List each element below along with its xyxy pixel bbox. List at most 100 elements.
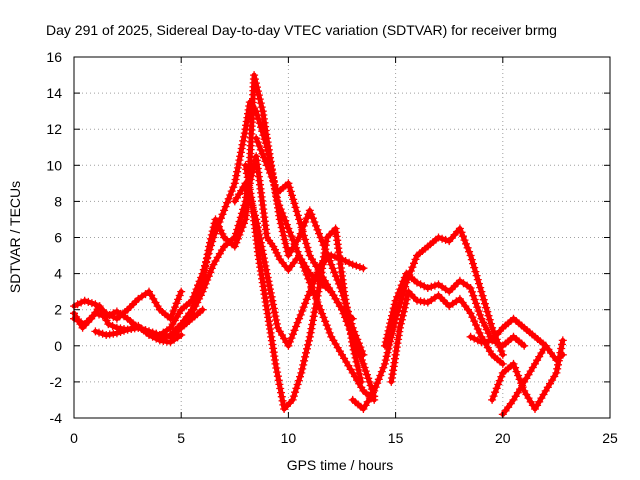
data-point-marker <box>365 377 374 386</box>
data-point-marker <box>460 236 469 245</box>
data-point-marker <box>394 288 403 297</box>
data-point-marker <box>202 254 211 263</box>
data-point-marker <box>473 303 482 312</box>
data-point-marker <box>291 388 300 397</box>
data-point-marker <box>267 292 276 301</box>
data-point-marker <box>423 284 432 292</box>
data-point-marker <box>558 336 567 345</box>
y-tick-label: -2 <box>50 374 63 390</box>
data-point-marker <box>246 189 255 198</box>
data-point-marker <box>285 228 294 237</box>
data-point-marker <box>486 319 495 328</box>
data-point-marker <box>471 267 480 276</box>
data-point-marker <box>148 328 157 337</box>
data-point-marker <box>84 297 93 306</box>
data-point-marker <box>259 153 268 162</box>
data-point-marker <box>295 314 304 323</box>
data-point-marker <box>174 295 183 304</box>
data-point-marker <box>477 287 486 296</box>
data-point-marker <box>290 326 299 335</box>
data-point-marker <box>216 226 225 235</box>
data-point-marker <box>349 345 358 354</box>
data-point-marker <box>177 287 186 296</box>
data-point-marker <box>495 376 504 385</box>
data-point-marker <box>175 291 184 300</box>
data-point-marker <box>472 321 480 329</box>
data-point-marker <box>87 299 96 308</box>
data-point-marker <box>387 315 396 324</box>
data-point-marker <box>247 193 256 202</box>
data-point-marker <box>218 210 227 219</box>
data-point-marker <box>296 219 305 228</box>
data-point-marker <box>307 210 316 219</box>
data-point-marker <box>141 326 150 335</box>
data-point-marker <box>266 169 274 177</box>
data-point-marker <box>297 368 306 377</box>
data-point-marker <box>420 282 429 291</box>
data-point-marker <box>398 311 407 320</box>
data-point-marker <box>395 323 404 332</box>
data-point-marker <box>470 334 479 343</box>
x-tick-label: 10 <box>281 430 297 446</box>
data-point-marker <box>353 335 362 344</box>
data-point-marker <box>253 83 261 92</box>
data-point-marker <box>393 292 402 301</box>
data-point-marker <box>233 225 242 234</box>
data-point-marker <box>330 268 339 277</box>
data-point-marker <box>377 367 386 376</box>
data-point-marker <box>364 374 373 383</box>
data-point-marker <box>235 156 244 165</box>
data-point-marker <box>307 324 316 333</box>
data-point-marker <box>266 285 274 294</box>
data-point-marker <box>236 152 245 161</box>
data-point-marker <box>476 310 484 319</box>
series-line <box>92 99 377 403</box>
data-point-marker <box>313 291 322 300</box>
data-point-marker <box>223 198 232 207</box>
data-point-marker <box>382 334 391 343</box>
data-point-marker <box>137 325 146 333</box>
data-point-marker <box>509 359 518 368</box>
data-point-marker <box>206 238 214 247</box>
data-point-marker <box>393 339 402 348</box>
data-point-marker <box>277 392 286 401</box>
data-point-marker <box>203 276 212 284</box>
data-point-marker <box>256 99 265 108</box>
data-point-marker <box>438 234 447 243</box>
data-point-marker <box>261 157 270 166</box>
data-point-marker <box>319 313 328 322</box>
x-tick-label: 0 <box>70 430 78 446</box>
data-point-marker <box>308 279 317 288</box>
data-point-marker <box>99 309 108 318</box>
data-point-marker <box>234 221 243 230</box>
data-point-marker <box>498 359 507 368</box>
data-point-marker <box>226 191 235 199</box>
data-point-marker <box>253 87 262 96</box>
data-point-marker <box>116 328 125 336</box>
data-point-marker <box>482 303 491 312</box>
data-point-marker <box>328 264 337 273</box>
series-track-11 <box>380 269 529 350</box>
data-point-marker <box>352 261 361 270</box>
data-point-marker <box>316 305 325 314</box>
data-point-marker <box>399 277 408 286</box>
data-point-marker <box>287 232 296 241</box>
data-point-marker <box>270 308 279 317</box>
data-point-marker <box>232 171 241 180</box>
data-point-marker <box>388 311 396 320</box>
data-point-marker <box>478 291 487 300</box>
data-point-marker <box>520 341 529 350</box>
data-point-marker <box>380 359 389 368</box>
data-point-marker <box>488 323 497 332</box>
data-point-marker <box>390 300 399 309</box>
x-tick-label: 20 <box>495 430 511 446</box>
data-point-marker <box>100 312 109 321</box>
data-point-marker <box>239 136 248 145</box>
data-point-marker <box>213 219 222 228</box>
data-point-marker <box>434 233 443 242</box>
data-point-marker <box>269 176 278 185</box>
data-point-marker <box>105 311 114 320</box>
data-point-marker <box>275 215 284 224</box>
series-track-9 <box>241 161 366 413</box>
data-point-marker <box>73 300 82 309</box>
